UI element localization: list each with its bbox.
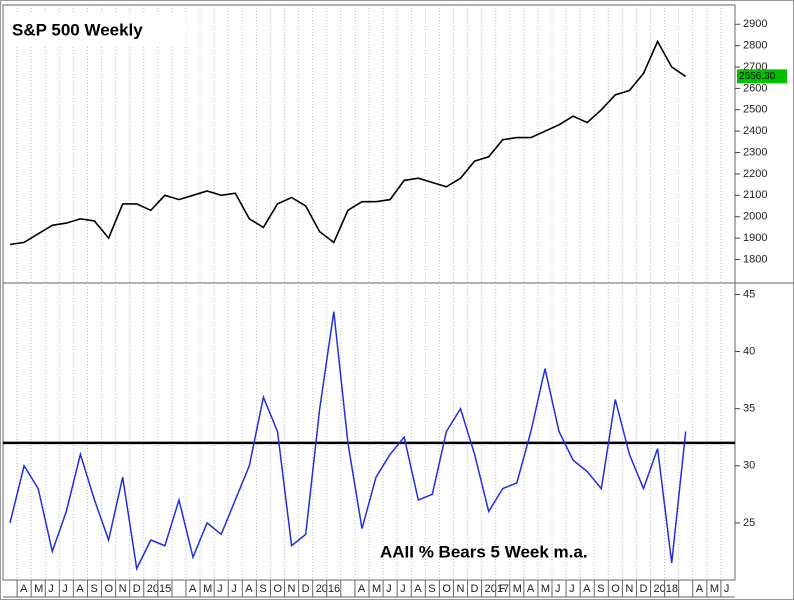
x-tick-label: S (90, 583, 97, 595)
x-tick-label: M (203, 583, 212, 595)
y-tick-label: 2100 (743, 189, 767, 201)
x-tick-label: 2017 (485, 583, 509, 595)
x-tick-label: J (400, 583, 406, 595)
x-tick-label: A (358, 583, 366, 595)
y-tick-label: 2600 (743, 82, 767, 94)
last-value-box (737, 69, 787, 84)
x-tick-label: A (696, 583, 704, 595)
x-tick-label: O (611, 583, 620, 595)
last-value-label: 2656.30 (739, 71, 776, 82)
x-tick-label: O (442, 583, 451, 595)
y-tick-label: 2400 (743, 125, 767, 137)
x-tick-label: S (259, 583, 266, 595)
series-line (9, 311, 687, 572)
x-tick-label: M (34, 583, 43, 595)
y-tick-label: 1900 (743, 232, 767, 244)
y-tick-label: 2000 (743, 211, 767, 223)
x-tick-label: 2016 (316, 583, 340, 595)
x-tick-label: A (189, 583, 197, 595)
x-tick-label: J (231, 583, 237, 595)
chart-title: S&P 500 Weekly (12, 20, 143, 39)
y-tick-label: 35 (743, 403, 755, 415)
x-tick-label: N (119, 583, 127, 595)
x-tick-label: A (20, 583, 28, 595)
x-tick-label: A (76, 583, 84, 595)
x-tick-label: A (245, 583, 253, 595)
x-tick-label: N (625, 583, 633, 595)
x-tick-label: D (471, 583, 479, 595)
x-tick-label: J (555, 583, 561, 595)
y-tick-label: 45 (743, 288, 755, 300)
x-tick-label: M (372, 583, 381, 595)
x-tick-label: J (386, 583, 392, 595)
x-tick-label: S (428, 583, 435, 595)
x-tick-label: 2018 (654, 583, 678, 595)
x-tick-label: M (513, 583, 522, 595)
x-tick-label: M (541, 583, 550, 595)
x-tick-label: A (583, 583, 591, 595)
x-tick-label: A (527, 583, 535, 595)
x-tick-label: J (48, 583, 54, 595)
y-tick-label: 25 (743, 517, 755, 529)
y-tick-label: 40 (743, 345, 755, 357)
x-tick-label: O (273, 583, 282, 595)
x-tick-label: J (217, 583, 223, 595)
x-tick-label: D (302, 583, 310, 595)
x-tick-label: J (569, 583, 575, 595)
y-tick-label: 2300 (743, 146, 767, 158)
x-tick-label: D (133, 583, 141, 595)
x-tick-label: F (499, 583, 506, 595)
x-tick-label: A (414, 583, 422, 595)
x-tick-label: N (456, 583, 464, 595)
series-line (9, 39, 687, 246)
y-tick-label: 2500 (743, 104, 767, 116)
title-box (6, 14, 186, 46)
chart-title: AAII % Bears 5 Week m.a. (380, 542, 588, 561)
x-tick-label: J (62, 583, 68, 595)
x-tick-label: D (639, 583, 647, 595)
y-tick-label: 2200 (743, 168, 767, 180)
x-tick-label: J (724, 583, 730, 595)
y-tick-label: 30 (743, 460, 755, 472)
x-tick-label: O (105, 583, 114, 595)
y-tick-label: 2800 (743, 40, 767, 52)
y-tick-label: 1800 (743, 253, 767, 265)
x-tick-label: S (597, 583, 604, 595)
x-tick-label: N (288, 583, 296, 595)
x-tick-label: 2015 (147, 583, 171, 595)
x-tick-label: M (710, 583, 719, 595)
y-tick-label: 2900 (743, 18, 767, 30)
